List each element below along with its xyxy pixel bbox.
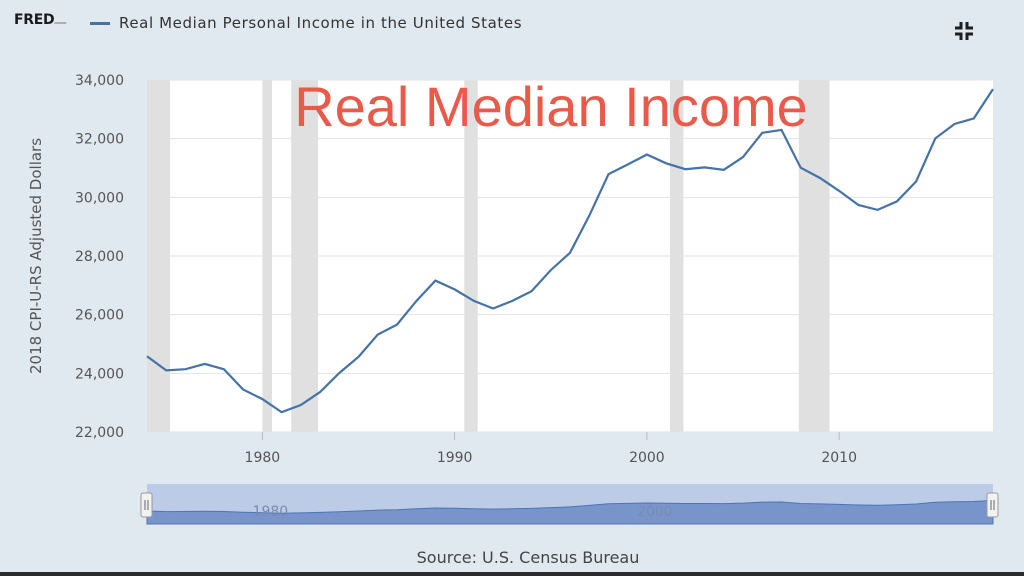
overlay-caption: Real Median Income	[294, 75, 808, 138]
chart-title: Real Median Personal Income in the Unite…	[119, 14, 523, 32]
bottom-edge	[0, 572, 1024, 576]
navigator-tick-label: 1980	[253, 504, 289, 520]
navigator[interactable]: 1980 2000	[140, 484, 999, 525]
x-axis-ticks: 1980 1990 2000 2010	[245, 432, 857, 466]
y-tick-label: 34,000	[75, 73, 124, 89]
y-tick-label: 26,000	[75, 308, 124, 324]
navigator-area	[146, 499, 994, 525]
x-tick-label: 2000	[629, 450, 665, 466]
navigator-labels: 1980 2000	[253, 504, 673, 520]
navigator-right-handle[interactable]	[986, 492, 999, 518]
x-tick-label: 1980	[245, 450, 281, 466]
y-tick-label: 22,000	[75, 425, 124, 441]
gridlines	[147, 79, 993, 433]
navigator-tick-label: 2000	[637, 504, 673, 520]
y-tick-label: 30,000	[75, 190, 124, 206]
y-axis-label: 2018 CPI-U-RS Adjusted Dollars	[27, 138, 45, 374]
source-note: Source: U.S. Census Bureau	[416, 548, 640, 567]
fred-logo[interactable]: FRED	[14, 12, 71, 28]
legend-line-swatch	[90, 22, 110, 25]
series-line[interactable]	[146, 88, 994, 414]
fullscreen-exit-icon[interactable]	[953, 20, 975, 42]
x-tick-label: 2010	[821, 450, 857, 466]
y-axis-ticks: 22,000 24,000 26,000 28,000 30,000 32,000 34,0…	[75, 73, 124, 441]
chart-header: FRED Real Median Personal Income in the …	[0, 0, 1024, 48]
navigator-left-handle[interactable]	[140, 492, 153, 518]
y-tick-label: 28,000	[75, 249, 124, 265]
y-tick-label: 32,000	[75, 132, 124, 148]
fred-logo-text: FRED	[14, 12, 55, 28]
y-tick-label: 24,000	[75, 366, 124, 382]
x-tick-label: 1990	[437, 450, 473, 466]
